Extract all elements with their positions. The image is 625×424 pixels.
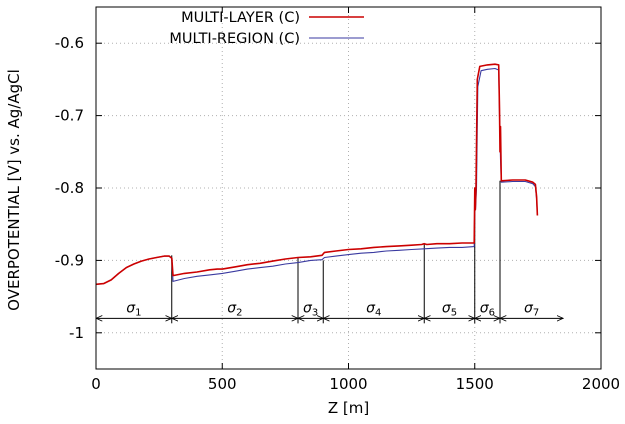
- region-label-sigma-2: σ2: [227, 300, 242, 318]
- region-label-sigma-4: σ4: [366, 300, 381, 318]
- x-tick-label: 1000: [329, 375, 367, 393]
- legend-label: MULTI-REGION (C): [169, 31, 300, 47]
- legend: MULTI-LAYER (C) MULTI-REGION (C): [169, 10, 364, 47]
- legend-label: MULTI-LAYER (C): [181, 10, 300, 26]
- region-label-sigma-6: σ6: [480, 300, 495, 318]
- y-tick-label: -0.6: [55, 34, 84, 52]
- region-label-sigma-3: σ3: [303, 300, 318, 318]
- grid: [96, 7, 601, 369]
- x-axis-title: Z [m]: [328, 399, 369, 417]
- y-tick-label: -0.9: [55, 251, 84, 269]
- series-lines: [95, 63, 539, 286]
- x-tick-label: 2000: [582, 375, 620, 393]
- region-label-sigma-5: σ5: [442, 300, 457, 318]
- series-line-multi-layer-c: [95, 63, 539, 286]
- y-tick-label: -0.8: [55, 179, 84, 197]
- y-axis-title: OVERPOTENTIAL [V] vs. Ag/AgCl: [5, 69, 23, 311]
- x-tick-label: 1500: [456, 375, 494, 393]
- y-tick-label: -0.7: [55, 107, 84, 125]
- series-line-multi-region-c: [95, 67, 538, 285]
- region-label-sigma-7: σ7: [524, 300, 539, 318]
- y-tick-label: -1: [69, 324, 84, 342]
- region-label-sigma-1: σ1: [126, 300, 141, 318]
- axis-ticks: 0 500 1000 1500 2000 -1 -0.9 -0.8 -0.7 -0.6: [55, 7, 620, 393]
- x-tick-label: 500: [208, 375, 237, 393]
- x-tick-label: 0: [91, 375, 101, 393]
